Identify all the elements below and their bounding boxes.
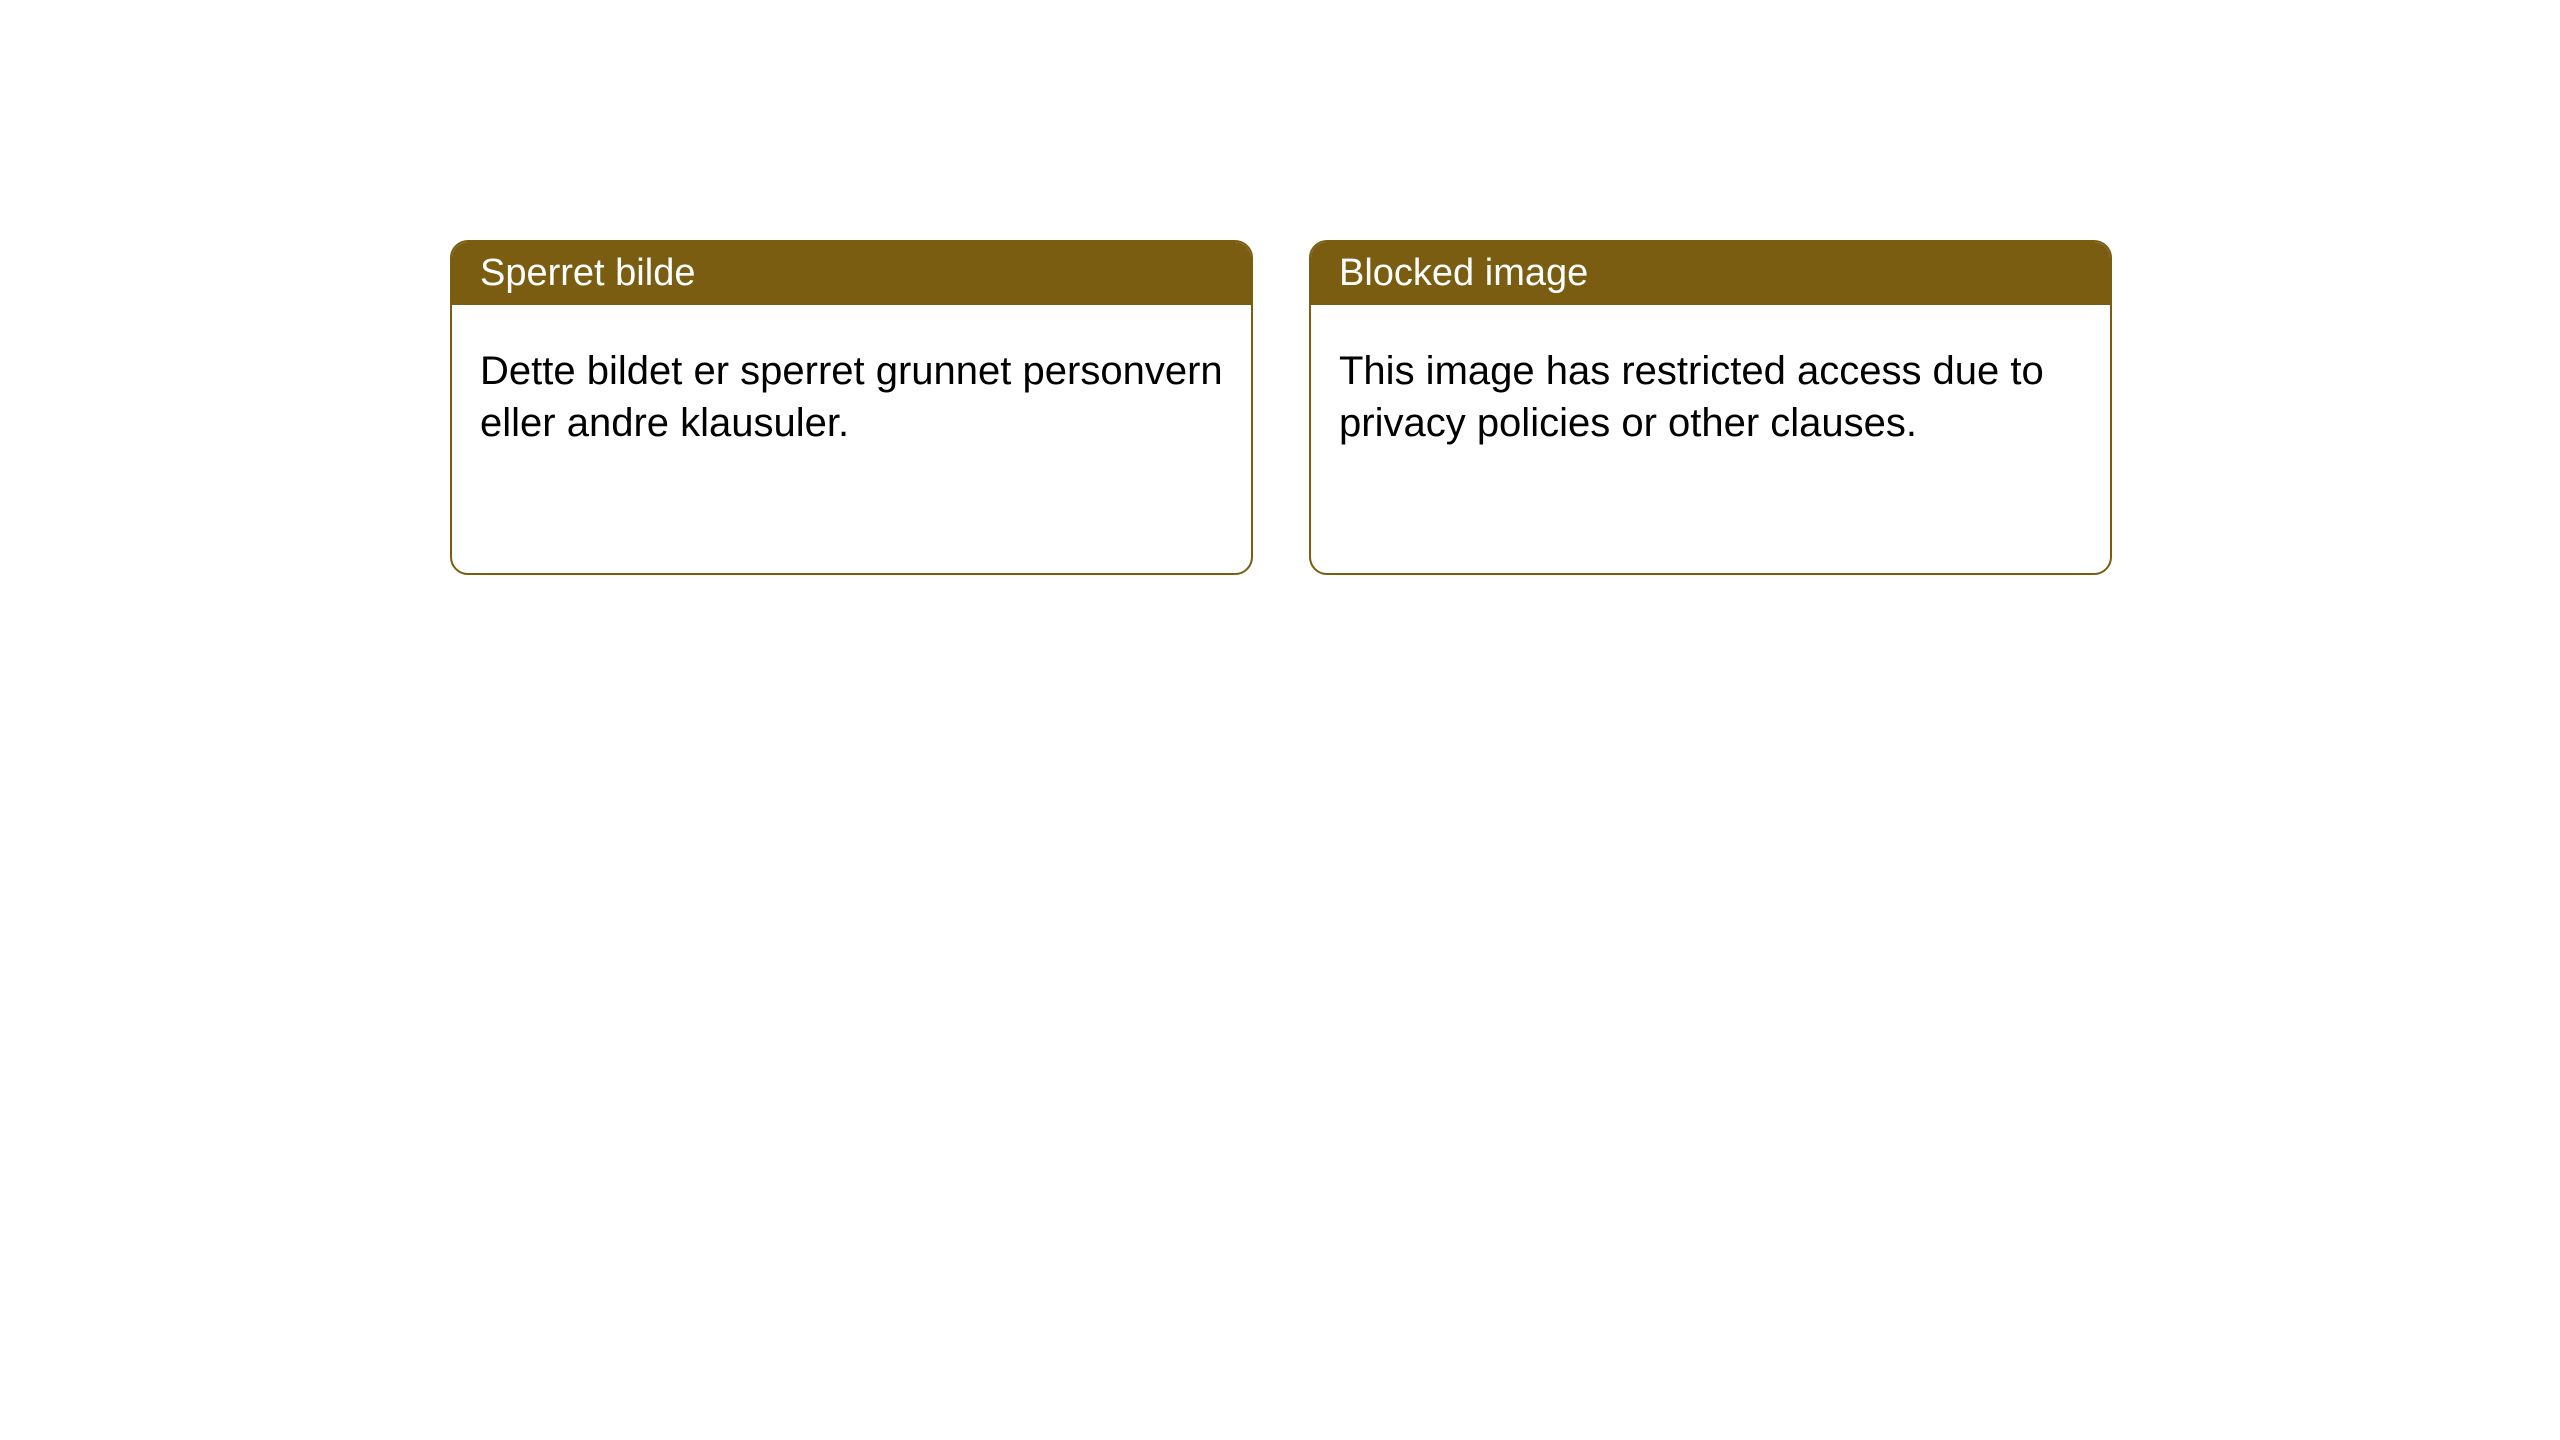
cards-container: Sperret bilde Dette bildet er sperret gr… — [0, 0, 2560, 575]
card-message-no: Dette bildet er sperret grunnet personve… — [480, 349, 1223, 445]
card-title-no: Sperret bilde — [480, 252, 695, 294]
blocked-image-card-en: Blocked image This image has restricted … — [1309, 240, 2112, 575]
card-body-en: This image has restricted access due to … — [1311, 305, 2110, 489]
blocked-image-card-no: Sperret bilde Dette bildet er sperret gr… — [450, 240, 1253, 575]
card-header-en: Blocked image — [1311, 242, 2110, 305]
card-body-no: Dette bildet er sperret grunnet personve… — [452, 305, 1251, 489]
card-header-no: Sperret bilde — [452, 242, 1251, 305]
card-message-en: This image has restricted access due to … — [1339, 349, 2044, 445]
card-title-en: Blocked image — [1339, 252, 1588, 294]
